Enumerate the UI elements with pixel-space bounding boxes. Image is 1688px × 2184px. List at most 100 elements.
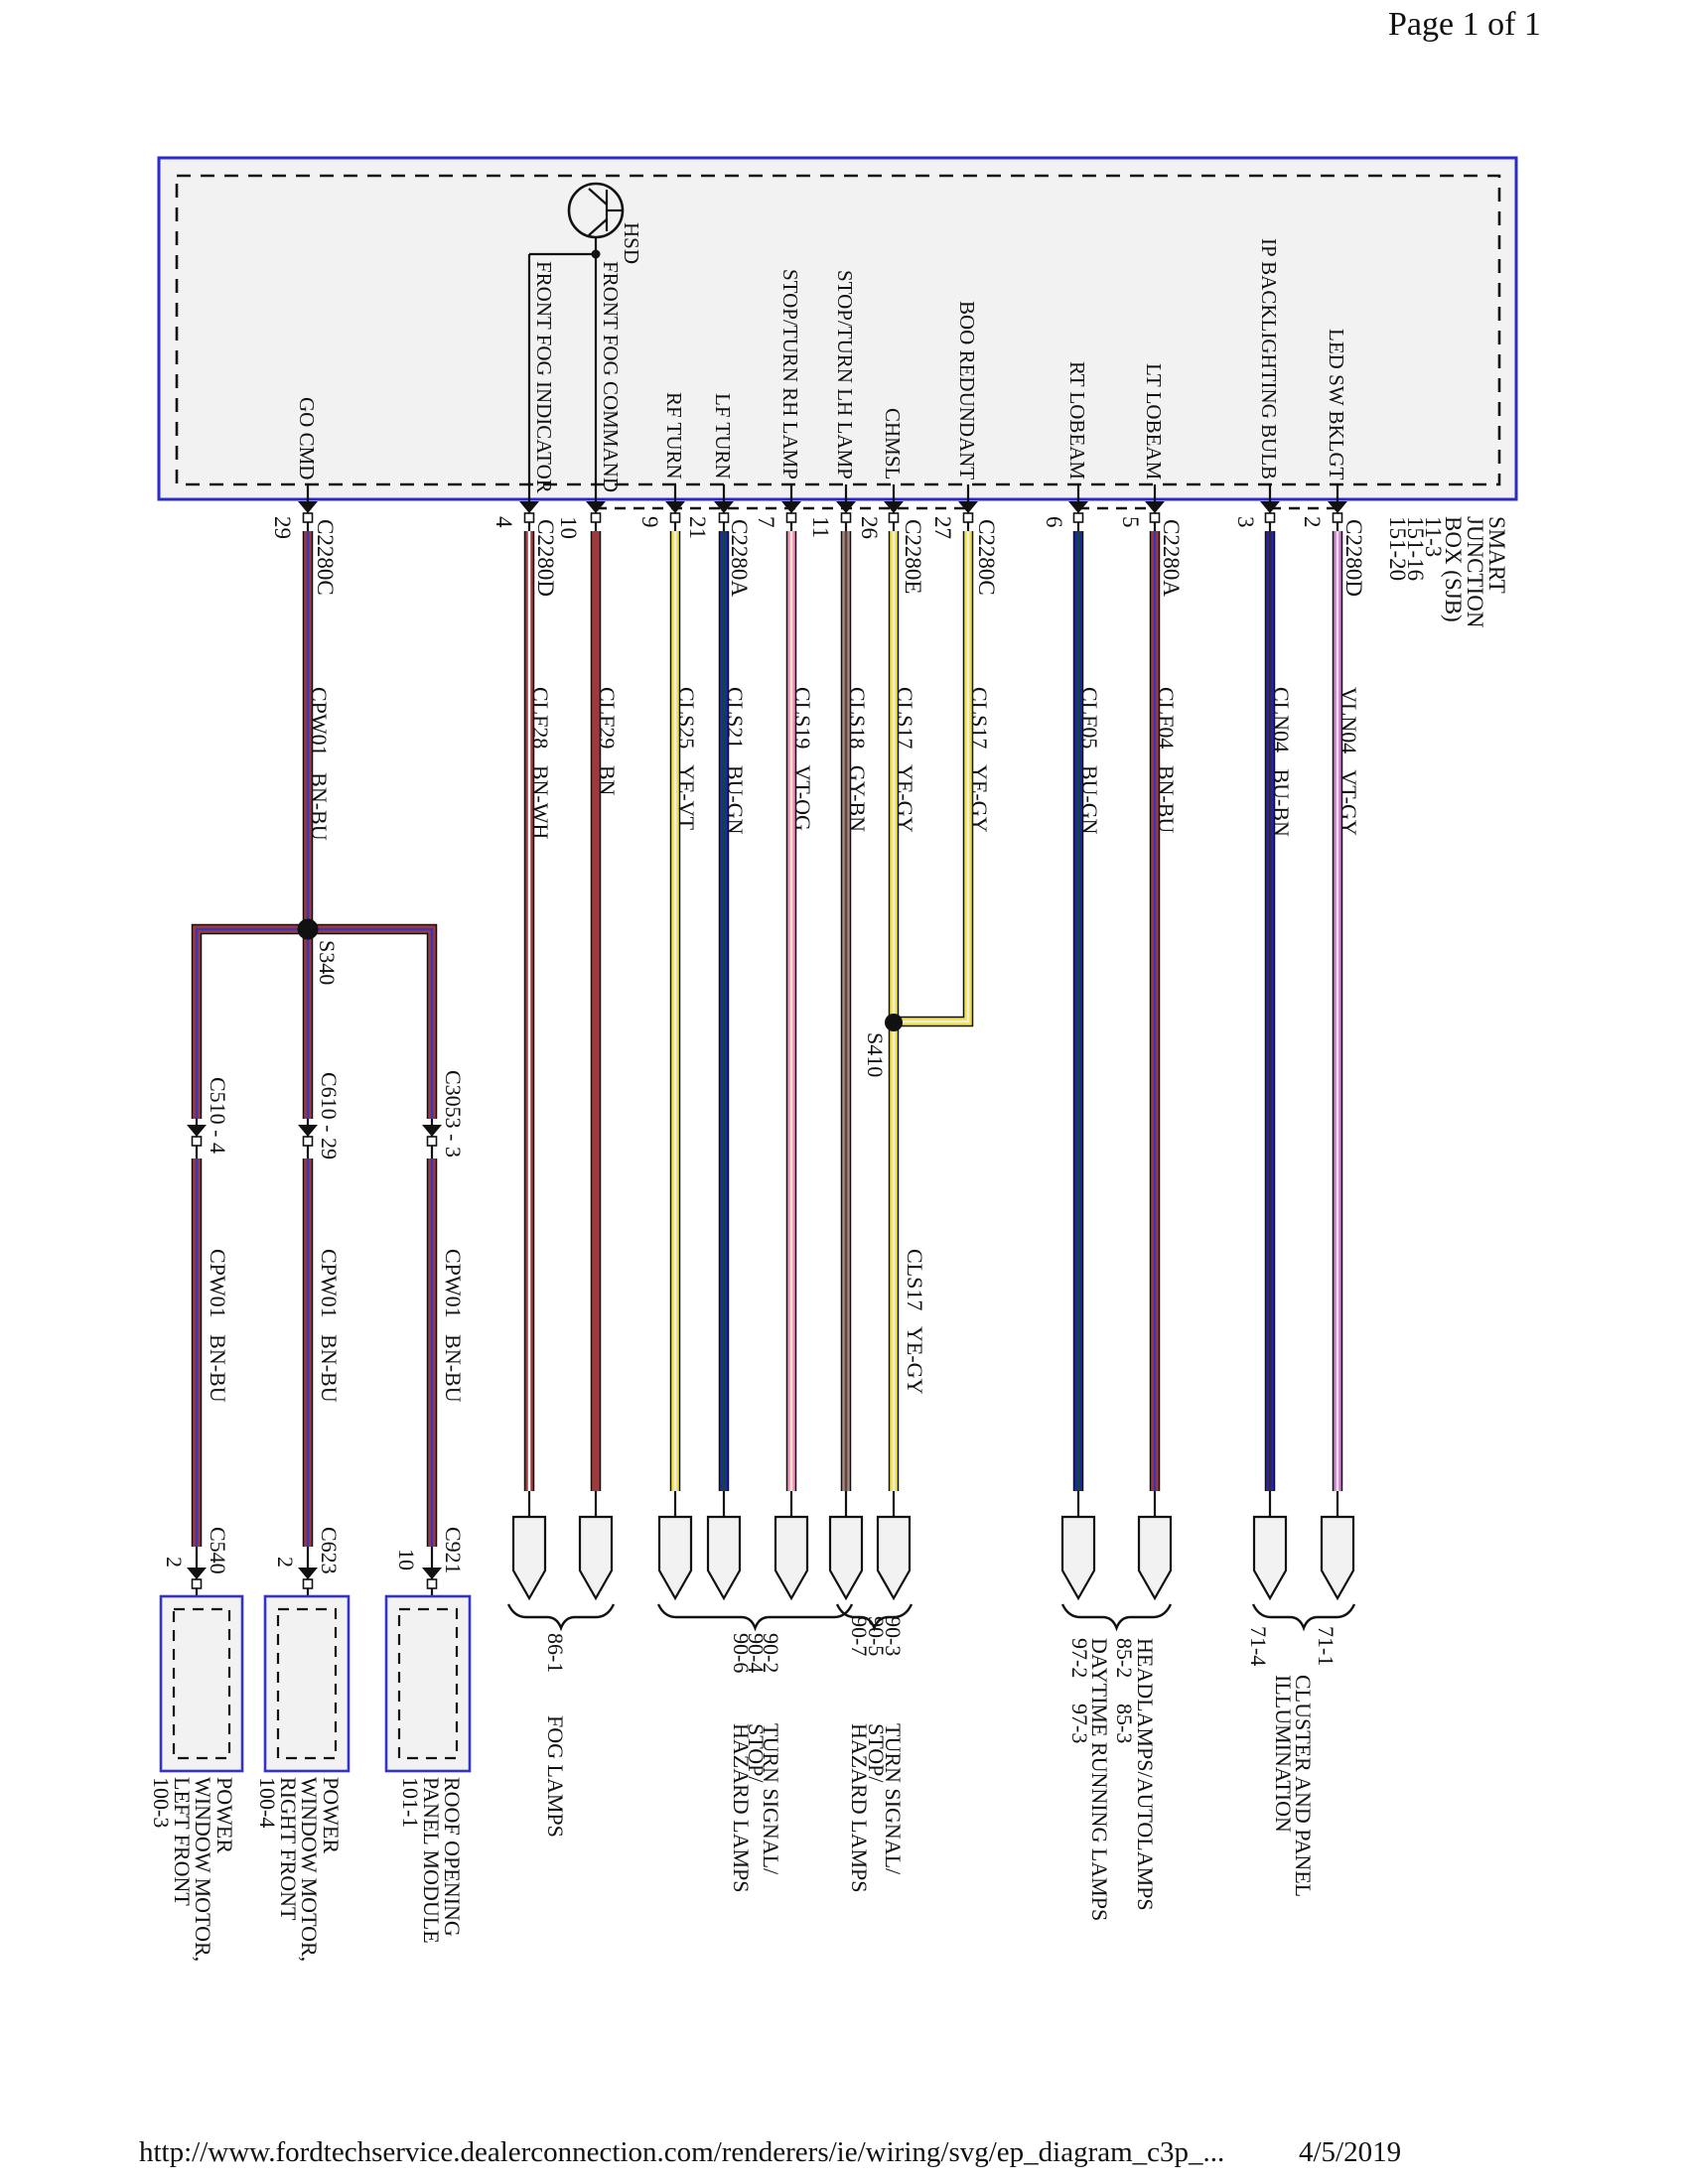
- group-ref: 90-5: [864, 1616, 889, 1657]
- module-label: POWER: [319, 1777, 344, 1853]
- pin-label-rt-lobeam: RT LOBEAM: [1065, 360, 1089, 479]
- group-ref: 71-4: [1246, 1626, 1271, 1667]
- connector-arrow-icon: [665, 501, 685, 513]
- group-ref: 90-2: [759, 1633, 783, 1674]
- connector-arrow-icon: [958, 501, 978, 513]
- lamp-terminal: [706, 1515, 742, 1601]
- footer-date: 4/5/2019: [1299, 2136, 1402, 2168]
- module-label: WINDOW MOTOR,: [297, 1777, 322, 1963]
- connector-arrow-icon: [1068, 501, 1088, 513]
- group-brace: [656, 1603, 854, 1632]
- lead-line: [588, 218, 608, 236]
- splice-dot-S410: [885, 1014, 903, 1031]
- pin-label-front-fog-indicator: FRONT FOG INDICATOR: [532, 261, 556, 493]
- group-ref: 97-3: [1067, 1704, 1092, 1744]
- connector-square-icon: [962, 512, 974, 523]
- connector-arrow-icon: [422, 1125, 442, 1137]
- group-ref: 85-3: [1112, 1704, 1137, 1744]
- connector-square-icon: [590, 512, 602, 523]
- connector-name: C2280D: [1341, 519, 1366, 597]
- module-label: 101-1: [398, 1777, 423, 1829]
- connector-arrow-icon: [298, 501, 318, 513]
- circuit-label: CLS17 YE-GY: [903, 1249, 927, 1395]
- group-ref: 85-2: [1112, 1638, 1137, 1679]
- connector-square-icon: [426, 1136, 438, 1147]
- wire-CLS17-boo-stripe: [900, 531, 970, 1024]
- circuit-label: CLF29 BN: [595, 687, 620, 796]
- lamp-terminal: [511, 1515, 547, 1601]
- connector-arrow-icon: [884, 501, 904, 513]
- group-ref: 90-3: [881, 1616, 906, 1657]
- group-brace: [835, 1603, 914, 1632]
- module-pin-number: 2: [162, 1557, 187, 1568]
- connector-square-icon: [302, 1578, 314, 1589]
- module-pin-number: 2: [273, 1557, 298, 1568]
- connector-square-icon: [1072, 512, 1084, 523]
- connector-square-icon: [785, 512, 797, 523]
- module-label: 100-4: [255, 1777, 280, 1829]
- group-name: HAZARD LAMPS: [847, 1723, 872, 1893]
- circuit-label: CLS19 VT-OG: [790, 687, 815, 831]
- module-connector-name: C623: [317, 1527, 342, 1574]
- connector-name: C2280C: [974, 519, 999, 596]
- connector-square-icon: [302, 1136, 314, 1147]
- group-ref: 90-6: [729, 1633, 754, 1674]
- module-inner-dashed-box: [172, 1607, 231, 1760]
- sjb-name: SMART: [1484, 516, 1509, 594]
- circuit-label: CPW01 BN-BU: [441, 1249, 466, 1403]
- circuit-label: CLS21 BU-GN: [723, 687, 748, 835]
- inline-connector-label: C610 - 29: [317, 1072, 342, 1160]
- lamp-terminal: [828, 1515, 864, 1601]
- circuit-label: CLS25 YE-VT: [674, 687, 699, 831]
- pin-number: 21: [685, 516, 710, 539]
- connector-square-icon: [302, 512, 314, 523]
- group-name: FOG LAMPS: [543, 1715, 568, 1838]
- pin-number: 26: [857, 516, 882, 539]
- pin-number: 4: [492, 516, 516, 528]
- connector-arrow-icon: [187, 1125, 207, 1137]
- group-name: DAYTIME RUNNING LAMPS: [1087, 1638, 1112, 1922]
- connector-arrow-icon: [298, 1125, 318, 1137]
- circuit-label: CLS18 GY-BN: [845, 687, 870, 833]
- lead-line: [588, 188, 608, 205]
- pin-number: 9: [637, 516, 662, 528]
- splice-label: S340: [315, 940, 340, 986]
- circuit-label: VLN04 VT-GY: [1336, 687, 1361, 836]
- pin-label-stop-turn-rh: STOP/TURN RH LAMP: [778, 269, 802, 479]
- connector-square-icon: [669, 512, 681, 523]
- group-ref: 90-4: [744, 1633, 769, 1674]
- module-box: [159, 1594, 244, 1773]
- group-name: STOP/: [744, 1723, 769, 1783]
- module-label: 100-3: [149, 1777, 174, 1829]
- module-label: LEFT FRONT: [170, 1777, 195, 1906]
- group-brace: [506, 1603, 616, 1632]
- circuit-label: CLF04 BN-BU: [1154, 687, 1179, 834]
- pin-number: 2: [1300, 516, 1325, 528]
- connector-arrow-icon: [519, 501, 539, 513]
- connector-square-icon: [191, 1136, 203, 1147]
- group-name: STOP/: [864, 1723, 889, 1783]
- connector-square-icon: [1149, 512, 1161, 523]
- connector-square-icon: [888, 512, 900, 523]
- hsd-label: HSD: [620, 222, 643, 265]
- lamp-terminal: [876, 1515, 912, 1601]
- lamp-terminal: [1060, 1515, 1096, 1601]
- connector-arrow-icon: [422, 1568, 442, 1579]
- connector-arrow-icon: [187, 1568, 207, 1579]
- sjb-inner-dashed-box: [175, 174, 1501, 486]
- group-ref: 71-1: [1314, 1626, 1338, 1667]
- group-name: HAZARD LAMPS: [729, 1723, 754, 1893]
- sjb-ref: 151-16: [1403, 516, 1428, 582]
- lamp-terminal: [657, 1515, 693, 1601]
- lamp-terminal: [578, 1515, 614, 1601]
- footer-url: http://www.fordtechservice.dealerconnect…: [139, 2136, 1225, 2168]
- module-connector-name: C921: [441, 1527, 466, 1574]
- connector-arrow-icon: [586, 501, 606, 513]
- module-label: ROOF OPENING: [440, 1777, 465, 1937]
- module-label: POWER: [212, 1777, 237, 1853]
- module-label: PANEL MODULE: [419, 1777, 444, 1944]
- group-ref: 97-2: [1067, 1638, 1092, 1679]
- inline-connector-label: C3053 - 3: [441, 1070, 466, 1158]
